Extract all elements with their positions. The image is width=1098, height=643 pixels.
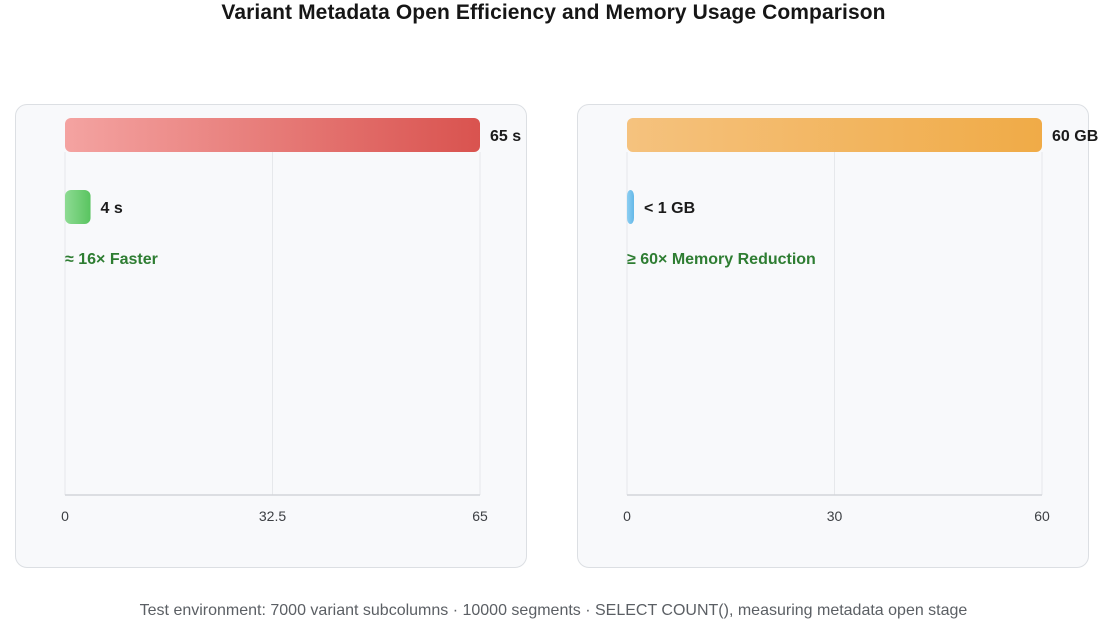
x-tick-label: 0 bbox=[61, 508, 69, 524]
speedup-annotation: ≈ 16× Faster bbox=[65, 251, 158, 268]
bar bbox=[627, 118, 1042, 152]
bar bbox=[65, 190, 91, 224]
x-tick-label: 32.5 bbox=[259, 508, 286, 524]
memory-comparison-panel: 0 30 60 60 GB < 1 GB ≥ 60× Memory Reduction bbox=[577, 104, 1098, 568]
bar bbox=[65, 118, 480, 152]
chart-title: Variant Metadata Open Efficiency and Mem… bbox=[221, 1, 886, 24]
bar-value-label: 60 GB bbox=[1052, 128, 1098, 145]
speedup-annotation: ≥ 60× Memory Reduction bbox=[627, 251, 816, 268]
bar-value-label: < 1 GB bbox=[644, 200, 695, 217]
bar-value-label: 4 s bbox=[101, 200, 123, 217]
x-tick-label: 65 bbox=[472, 508, 488, 524]
memory-comparison-chart: 0 30 60 60 GB < 1 GB ≥ 60× Memory Reduction bbox=[623, 118, 1098, 524]
x-tick-label: 30 bbox=[827, 508, 843, 524]
bar-value-label: 65 s bbox=[490, 128, 521, 145]
x-tick-label: 0 bbox=[623, 508, 631, 524]
bar bbox=[627, 190, 634, 224]
test-environment-note: Test environment: 7000 variant subcolumn… bbox=[139, 602, 968, 619]
time-comparison-panel: 0 32.5 65 65 s 4 s ≈ 16× Faster bbox=[15, 104, 527, 568]
x-tick-label: 60 bbox=[1034, 508, 1050, 524]
time-comparison-chart: 0 32.5 65 65 s 4 s ≈ 16× Faster bbox=[61, 118, 521, 524]
